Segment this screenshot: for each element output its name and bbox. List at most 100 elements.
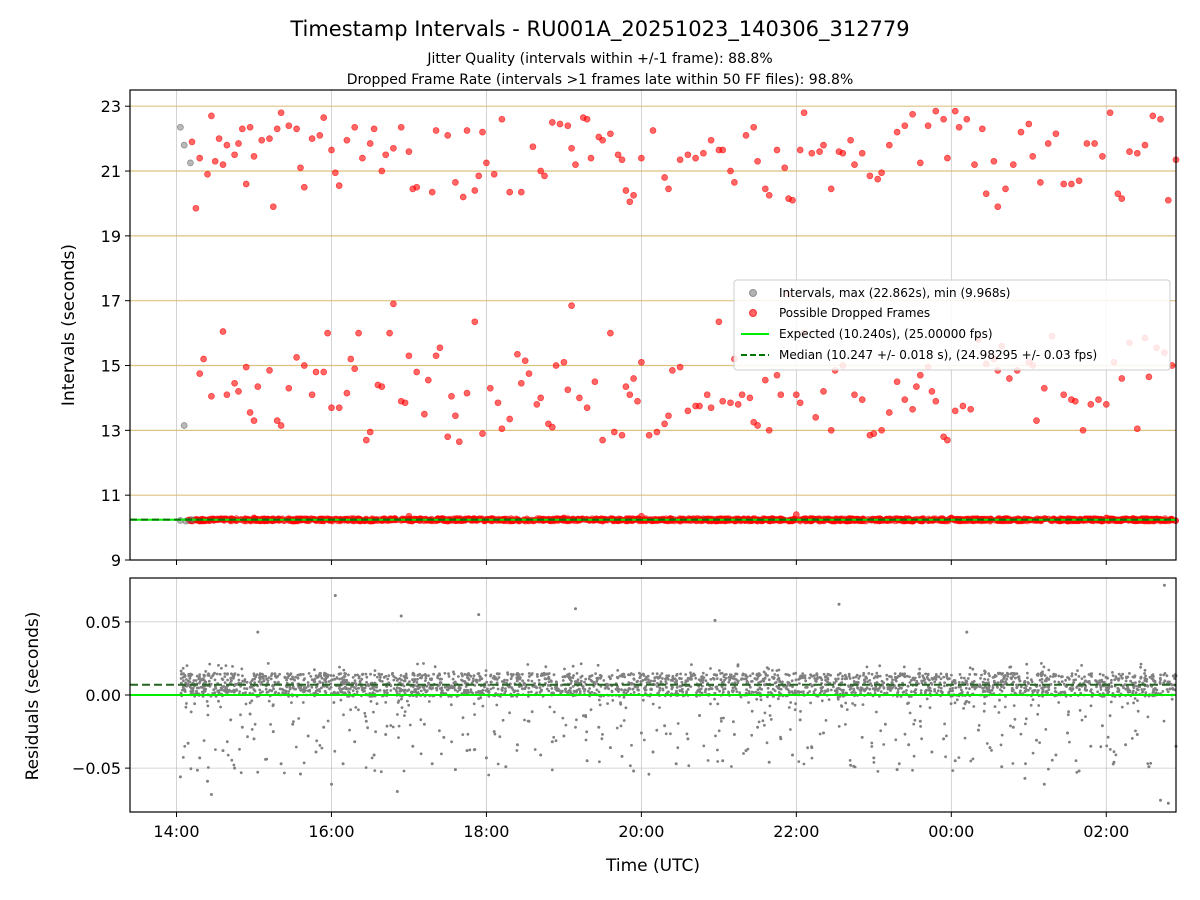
residual-scatter-dot bbox=[584, 738, 588, 742]
residual-dense-dot bbox=[182, 679, 185, 683]
residual-dense-dot bbox=[566, 674, 569, 678]
residual-scatter-dot bbox=[366, 726, 369, 730]
residual-dense-dot bbox=[920, 679, 924, 683]
dropped-frame-point-2-145 bbox=[1095, 396, 1102, 403]
residual-dense-dot bbox=[181, 666, 185, 670]
intervals-legend: Intervals, max (22.862s), min (9.968s) P… bbox=[733, 279, 1171, 371]
residual-dense-dot bbox=[265, 677, 268, 681]
dropped-frame-point-2-1 bbox=[200, 355, 207, 363]
residual-dense-dot bbox=[951, 680, 954, 684]
dropped-frame-point-2-64 bbox=[576, 394, 583, 402]
residual-dense-dot bbox=[954, 686, 958, 690]
residual-dense-dot bbox=[738, 691, 742, 695]
residual-dense-dot bbox=[233, 690, 236, 694]
intervals-y-label: Intervals (seconds) bbox=[59, 244, 79, 406]
residual-dense-dot bbox=[343, 672, 347, 675]
residual-scatter-dot bbox=[397, 724, 401, 728]
residual-dense-dot bbox=[1165, 688, 1169, 691]
residual-scatter-dot bbox=[226, 753, 230, 757]
residual-dense-dot bbox=[283, 676, 287, 680]
residual-dense-dot bbox=[339, 681, 343, 685]
residual-dense-dot bbox=[505, 678, 509, 682]
residual-dense-dot bbox=[383, 690, 387, 694]
residual-dense-dot bbox=[597, 690, 601, 694]
residuals-x-ticks: 14:00 16:00 18:00 20:00 22:00 00:00 02:00 bbox=[153, 812, 1129, 841]
residual-point-58 bbox=[732, 733, 736, 736]
dropped-frame-point-2-11 bbox=[266, 367, 273, 374]
residual-scatter-dot bbox=[999, 743, 1003, 747]
dropped-frame-point-1-137 bbox=[1068, 180, 1075, 188]
dropped-frame-point-2-148 bbox=[1118, 375, 1126, 382]
residual-dense-dot bbox=[1148, 675, 1152, 679]
interval-point-0-0 bbox=[177, 123, 184, 131]
residual-dense-dot bbox=[1047, 688, 1051, 691]
residual-dense-dot bbox=[856, 681, 860, 684]
residual-dense-dot bbox=[686, 688, 690, 691]
dropped-frame-point-2-124 bbox=[944, 436, 951, 444]
residual-dense-dot bbox=[616, 676, 620, 680]
residual-scatter-dot bbox=[1146, 715, 1150, 719]
residual-point-90 bbox=[1100, 724, 1104, 728]
residual-dense-dot bbox=[875, 671, 879, 675]
residual-dense-dot bbox=[571, 664, 575, 668]
residual-scatter-dot bbox=[598, 703, 602, 707]
residual-point-82 bbox=[1011, 725, 1015, 729]
dropped-frame-point-2-104 bbox=[812, 414, 820, 421]
residual-dense-dot bbox=[179, 677, 183, 680]
dropped-frame-point-1-50 bbox=[479, 128, 486, 136]
dropped-frame-point-1-61 bbox=[564, 122, 572, 130]
residual-dense-dot bbox=[790, 679, 794, 683]
residual-dense-dot bbox=[1005, 671, 1009, 675]
residual-scatter-dot bbox=[1099, 745, 1103, 749]
legend-dropped-label: Possible Dropped Frames bbox=[779, 306, 930, 320]
residual-dense-dot bbox=[547, 675, 551, 679]
residual-dense-dot bbox=[594, 672, 597, 675]
residual-dense-dot bbox=[736, 679, 739, 683]
residual-scatter-dot bbox=[719, 719, 723, 723]
residual-scatter-dot bbox=[397, 736, 400, 739]
residual-scatter-dot bbox=[354, 706, 358, 709]
dropped-frame-point-2-126 bbox=[959, 402, 967, 410]
residual-dense-dot bbox=[629, 672, 633, 675]
residual-dense-dot bbox=[983, 670, 987, 674]
residual-scatter-dot bbox=[342, 713, 345, 717]
residual-dense-dot bbox=[748, 674, 752, 678]
dropped-frame-point-1-111 bbox=[885, 141, 893, 149]
residual-point-54 bbox=[686, 737, 690, 741]
dropped-frame-point-2-122 bbox=[932, 397, 940, 405]
dropped-frame-point-2-52 bbox=[514, 350, 521, 358]
residual-dense-dot bbox=[197, 686, 201, 690]
residual-dense-dot bbox=[810, 684, 814, 688]
dropped-frame-point-2-42 bbox=[448, 392, 455, 400]
residual-dense-dot bbox=[644, 677, 648, 681]
dropped-frame-point-2-69 bbox=[610, 428, 618, 436]
dropped-frame-point-1-123 bbox=[971, 161, 978, 168]
residual-dense-dot bbox=[812, 690, 816, 694]
residual-dense-dot bbox=[1070, 672, 1074, 675]
dropped-frame-point-3-5 bbox=[405, 512, 413, 520]
residual-scatter-dot bbox=[971, 757, 975, 761]
residual-dense-dot bbox=[1042, 665, 1046, 669]
dropped-frame-point-1-34 bbox=[370, 125, 378, 133]
residual-dense-dot bbox=[805, 685, 809, 689]
residual-point-2 bbox=[198, 756, 202, 760]
residual-dense-dot bbox=[840, 677, 844, 681]
residual-dense-dot bbox=[1124, 679, 1128, 683]
residual-scatter-dot bbox=[333, 749, 337, 753]
residual-dense-dot bbox=[1036, 691, 1039, 694]
dropped-frame-point-2-92 bbox=[738, 391, 746, 399]
residual-point-50 bbox=[639, 731, 643, 735]
dropped-frame-point-1-69 bbox=[607, 130, 614, 138]
residual-dense-dot bbox=[543, 677, 547, 681]
residual-dense-dot bbox=[344, 687, 348, 691]
residual-dense-dot bbox=[1036, 672, 1040, 676]
residual-dense-dot bbox=[982, 689, 986, 692]
dropped-frame-point-2-37 bbox=[421, 410, 428, 418]
residual-dense-dot bbox=[523, 687, 527, 691]
dropped-frame-point-1-66 bbox=[587, 154, 595, 162]
residual-dense-dot bbox=[1057, 674, 1061, 678]
residual-scatter-dot bbox=[219, 705, 223, 709]
residual-point-6 bbox=[229, 718, 233, 722]
residual-dense-dot bbox=[993, 675, 996, 679]
